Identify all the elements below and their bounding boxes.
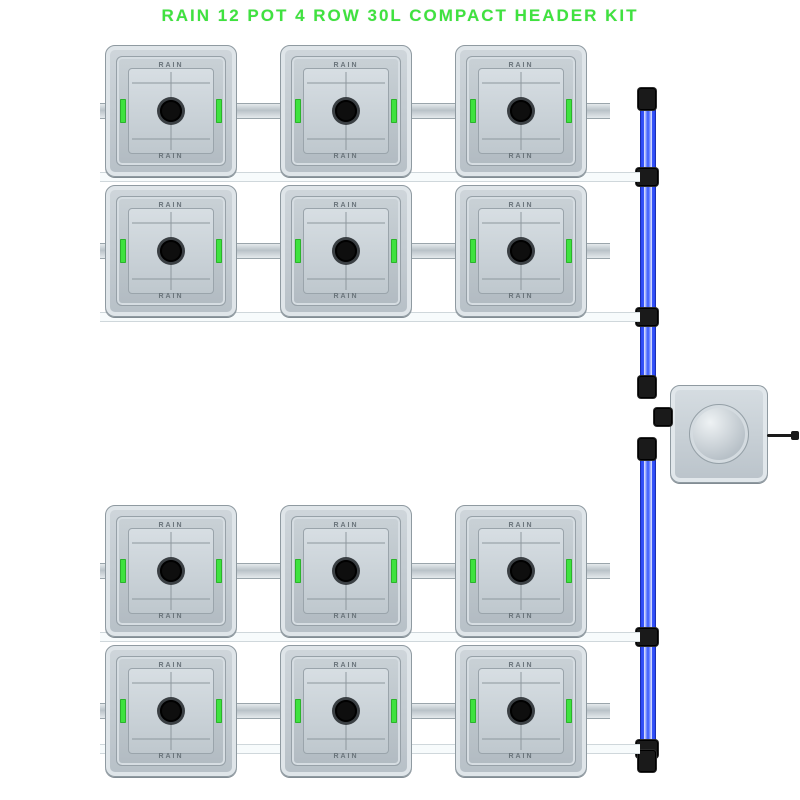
pot-brand: RAIN	[106, 522, 236, 529]
pot-brand: RAIN	[281, 202, 411, 209]
pot-brand: RAIN	[281, 613, 411, 620]
pot-r3-c1: RAIN RAIN	[105, 505, 237, 637]
header-to-brain-top	[638, 376, 656, 398]
pot-r2-c2: RAIN RAIN	[280, 185, 412, 317]
pot-brand: RAIN	[456, 153, 586, 160]
pot-brand: RAIN	[106, 613, 236, 620]
pot-r2-c1: RAIN RAIN	[105, 185, 237, 317]
pot-r4-c2: RAIN RAIN	[280, 645, 412, 777]
pot-brand: RAIN	[106, 753, 236, 760]
pot-brand: RAIN	[456, 202, 586, 209]
pot-brand: RAIN	[106, 293, 236, 300]
pot-r2-c3: RAIN RAIN	[455, 185, 587, 317]
pot-r4-c1: RAIN RAIN	[105, 645, 237, 777]
header-pipe-top	[640, 95, 656, 385]
pot-brand: RAIN	[281, 293, 411, 300]
pot-brand: RAIN	[456, 613, 586, 620]
pot-brand: RAIN	[281, 662, 411, 669]
pot-r4-c3: RAIN RAIN	[455, 645, 587, 777]
pot-brand: RAIN	[281, 153, 411, 160]
pot-brand: RAIN	[106, 153, 236, 160]
pot-brand: RAIN	[106, 202, 236, 209]
diagram-stage: RAIN 12 POT 4 ROW 30L COMPACT HEADER KIT…	[0, 0, 800, 800]
pot-brand: RAIN	[456, 522, 586, 529]
pot-brand: RAIN	[456, 293, 586, 300]
pot-r3-c3: RAIN RAIN	[455, 505, 587, 637]
pot-brand: RAIN	[106, 62, 236, 69]
pot-brand: RAIN	[281, 753, 411, 760]
diagram-title: RAIN 12 POT 4 ROW 30L COMPACT HEADER KIT	[0, 6, 800, 26]
header-cap-bottom	[638, 750, 656, 772]
pot-brand: RAIN	[281, 522, 411, 529]
header-pipe-bottom	[640, 445, 656, 755]
pot-brand: RAIN	[456, 753, 586, 760]
pot-r1-c3: RAIN RAIN	[455, 45, 587, 177]
pot-r3-c2: RAIN RAIN	[280, 505, 412, 637]
pot-brand: RAIN	[281, 62, 411, 69]
header-to-brain-bot	[638, 438, 656, 460]
pump-brain-unit	[670, 385, 768, 483]
header-cap-top	[638, 88, 656, 110]
pot-brand: RAIN	[456, 62, 586, 69]
pot-brand: RAIN	[106, 662, 236, 669]
pump-dome-icon	[689, 404, 749, 464]
pot-r1-c2: RAIN RAIN	[280, 45, 412, 177]
power-cord-icon	[767, 434, 797, 437]
pot-brand: RAIN	[456, 662, 586, 669]
brain-inlet	[654, 408, 672, 426]
pot-r1-c1: RAIN RAIN	[105, 45, 237, 177]
